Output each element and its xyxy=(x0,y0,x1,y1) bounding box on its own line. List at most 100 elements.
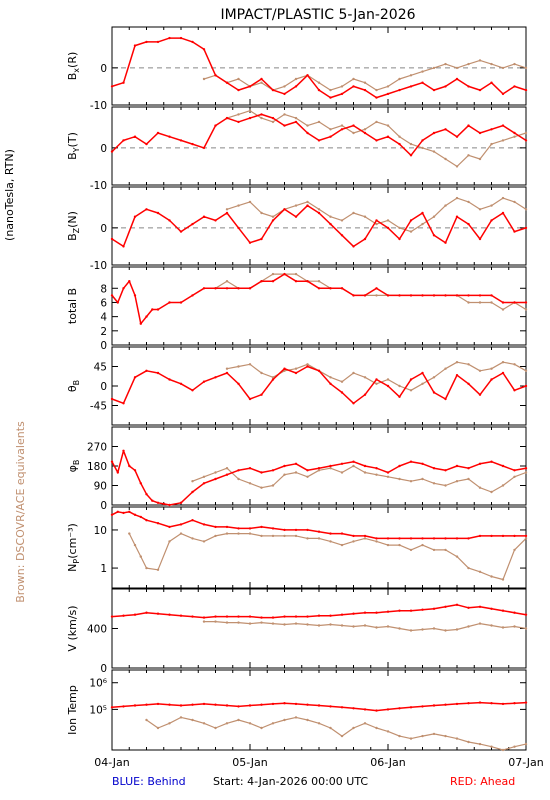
series-dscovr-point xyxy=(421,477,424,481)
series-dscovr-point xyxy=(329,215,332,218)
series-ahead-point xyxy=(110,513,114,516)
series-ahead-point xyxy=(329,705,332,708)
series-dscovr-point xyxy=(352,625,355,628)
series-ahead-point xyxy=(317,287,321,290)
series-dscovr-point xyxy=(398,627,401,630)
series-ahead-point xyxy=(421,211,424,215)
series-dscovr-point xyxy=(444,734,447,738)
series-dscovr-point xyxy=(214,534,217,538)
series-ahead-point xyxy=(340,234,344,237)
series-dscovr-point xyxy=(409,142,413,146)
series-dscovr-point xyxy=(225,722,229,725)
series-ahead-point xyxy=(375,96,378,99)
series-ahead-point xyxy=(386,294,390,297)
series-ahead-point xyxy=(294,85,298,88)
series-ahead-point xyxy=(214,219,217,222)
x-tick-label: 05-Jan xyxy=(232,756,268,769)
series-dscovr-point xyxy=(478,622,482,625)
series-ahead-point xyxy=(283,464,286,468)
series-dscovr-point xyxy=(490,575,493,578)
series-dscovr-point xyxy=(455,628,459,631)
series-ahead-point xyxy=(421,462,424,465)
series-dscovr-point xyxy=(237,77,240,81)
series-dscovr-point xyxy=(202,722,206,725)
series-dscovr-point xyxy=(432,66,436,70)
series-ahead-point xyxy=(237,382,240,385)
series-dscovr-point xyxy=(513,200,516,204)
series-ahead-point xyxy=(260,471,263,474)
series-dscovr-point xyxy=(191,480,194,483)
series-ahead-point xyxy=(455,603,459,606)
series-ahead-point xyxy=(478,294,482,297)
series-ahead-point xyxy=(248,241,252,244)
series-ahead-point xyxy=(260,280,263,283)
series-dscovr-point xyxy=(260,534,263,538)
series-ahead-point xyxy=(329,222,332,226)
series-ahead-point xyxy=(352,612,355,615)
series-dscovr-line xyxy=(215,273,527,311)
series-dscovr-point xyxy=(467,154,470,157)
series-dscovr-point xyxy=(490,62,493,66)
series-ahead-point xyxy=(306,615,309,618)
series-dscovr-point xyxy=(501,626,505,629)
series-dscovr-point xyxy=(352,726,355,730)
series-ahead-point xyxy=(375,537,378,540)
series-ahead-point xyxy=(133,376,137,379)
series-ahead-point xyxy=(110,294,114,297)
series-ahead-point xyxy=(501,371,505,375)
series-ahead-point xyxy=(513,131,516,135)
series-ahead-point xyxy=(524,301,528,304)
series-dscovr-point xyxy=(306,623,309,626)
series-ahead-point xyxy=(133,469,137,472)
series-ahead-point xyxy=(478,701,482,704)
series-dscovr-point xyxy=(375,540,378,543)
series-ahead-point xyxy=(122,81,125,84)
series-ahead-point xyxy=(352,402,355,405)
panel-np: 10 1 NP(cm⁻³) xyxy=(66,506,528,589)
series-dscovr-point xyxy=(513,135,516,138)
series-ahead-point xyxy=(202,215,206,218)
series-dscovr-point xyxy=(329,467,332,470)
series-ahead-point xyxy=(202,146,206,150)
series-ahead-point xyxy=(352,245,355,248)
y-tick-label: 0 xyxy=(100,381,107,393)
series-ahead-point xyxy=(248,527,252,530)
series-ahead-point xyxy=(128,280,131,283)
series-ahead-point xyxy=(340,462,344,465)
series-ahead-point xyxy=(122,614,125,617)
series-ahead-point xyxy=(294,615,298,618)
series-ahead-point xyxy=(398,464,401,468)
series-dscovr-point xyxy=(501,748,505,752)
series-ahead-point xyxy=(340,287,344,290)
series-dscovr-point xyxy=(271,534,275,538)
series-dscovr-point xyxy=(283,534,286,538)
x-tick-label: 04-Jan xyxy=(94,756,130,769)
series-ahead-point xyxy=(513,469,516,472)
series-ahead-point xyxy=(168,301,171,304)
series-dscovr-point xyxy=(386,625,390,628)
series-dscovr-point xyxy=(513,363,516,366)
y-axis-label-suffix: (T) xyxy=(66,132,79,147)
series-ahead-point xyxy=(409,460,413,463)
y-axis-label-main: φ xyxy=(66,465,79,472)
series-dscovr-point xyxy=(214,726,217,730)
panel-frame xyxy=(111,106,527,186)
series-dscovr-point xyxy=(352,131,355,135)
series-ahead-point xyxy=(214,376,217,379)
series-ahead-point xyxy=(352,707,355,710)
y-axis-label-suffix: (R) xyxy=(66,52,79,68)
series-dscovr-point xyxy=(409,74,413,77)
series-ahead-point xyxy=(455,294,459,297)
series-dscovr-point xyxy=(513,62,516,66)
series-ahead-point xyxy=(156,40,160,44)
series-dscovr-point xyxy=(329,376,332,379)
series-ahead-point xyxy=(122,402,125,405)
series-ahead-point xyxy=(168,503,171,507)
series-ahead-point xyxy=(490,219,493,222)
series-ahead-point xyxy=(524,613,528,616)
series-ahead-point xyxy=(214,124,217,127)
series-ahead-point xyxy=(455,537,459,540)
y-tick-label: 10⁶ xyxy=(89,678,107,690)
series-dscovr-point xyxy=(237,365,240,368)
series-ahead-point xyxy=(260,525,263,529)
